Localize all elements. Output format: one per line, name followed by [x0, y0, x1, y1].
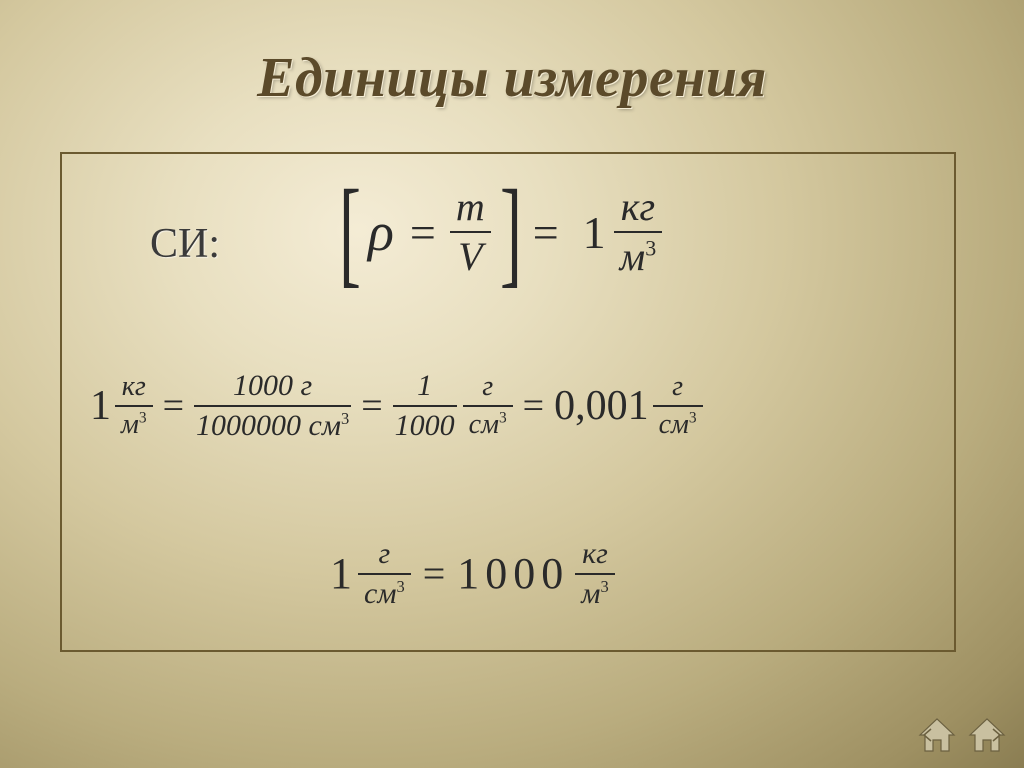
fraction-bar	[115, 405, 153, 407]
unit-base: см	[309, 409, 341, 442]
value: 1000000	[196, 409, 301, 442]
fraction-bar	[653, 405, 703, 407]
equals-sign: =	[163, 384, 184, 428]
fraction-g-cm3: г см3	[463, 372, 513, 439]
equation-inverse-conversion: 1 г см3 = 1000 кг м3	[330, 538, 615, 609]
fraction-bar	[575, 573, 614, 575]
denominator: 1000	[393, 410, 457, 442]
numerator: г	[373, 538, 397, 570]
coefficient: 0,001	[554, 382, 649, 430]
equals-sign: =	[361, 384, 382, 428]
denominator: см3	[358, 578, 411, 610]
equation-density-definition: [ ρ = m V ] = 1 кг м3	[330, 178, 662, 286]
numerator: кг	[615, 186, 661, 228]
unit-exponent: 3	[689, 409, 697, 426]
nav-forward-button[interactable]	[966, 716, 1008, 754]
si-label: СИ:	[150, 220, 220, 268]
fraction-kg-m3: кг м3	[575, 538, 614, 609]
unit-exponent: 3	[341, 409, 349, 428]
fraction-g-cm3: г см3	[358, 538, 411, 609]
fraction-m-over-v: m V	[450, 186, 491, 278]
denominator: м3	[575, 578, 614, 610]
numerator: г	[666, 372, 689, 401]
coefficient: 1	[330, 548, 352, 599]
equals-sign: =	[523, 384, 544, 428]
denominator: м3	[115, 410, 153, 439]
unit-base: м	[581, 577, 600, 610]
equals-sign: =	[423, 550, 446, 597]
denominator: см3	[463, 410, 513, 439]
denominator: V	[452, 236, 488, 278]
unit-exponent: 3	[139, 409, 147, 426]
fraction-kg-m3: кг м3	[614, 186, 663, 278]
fraction-bar	[463, 405, 513, 407]
unit-exponent: 3	[499, 409, 507, 426]
left-bracket: [	[339, 178, 361, 286]
unit-exponent: 3	[645, 236, 656, 261]
right-bracket: ]	[500, 178, 522, 286]
fraction-bar	[393, 405, 457, 407]
fraction-bar	[358, 573, 411, 575]
numerator: m	[450, 186, 491, 228]
symbol-rho: ρ	[368, 201, 394, 263]
coefficient: 1	[583, 206, 606, 259]
page-title: Единицы измерения	[0, 46, 1024, 110]
fraction-kg-m3: кг м3	[115, 372, 153, 439]
unit-base: м	[121, 409, 139, 440]
house-forward-icon	[966, 716, 1008, 754]
denominator: см3	[653, 410, 703, 439]
house-back-icon	[916, 716, 958, 754]
unit-exponent: 3	[600, 577, 608, 596]
fraction-1000g-1000000cm3: 1000 г 1000000 см3	[194, 370, 351, 441]
numerator: кг	[116, 372, 152, 401]
unit-base: см	[659, 409, 689, 440]
equation-conversion-chain: 1 кг м3 = 1000 г 1000000 см3 = 1 1000 г …	[90, 370, 703, 441]
fraction-g-cm3: г см3	[653, 372, 703, 439]
numerator: кг	[576, 538, 614, 570]
numerator: 1000 г	[231, 370, 314, 402]
unit-base: м	[620, 234, 646, 279]
fraction-bar	[450, 231, 491, 233]
equals-sign: =	[410, 206, 436, 259]
unit-base: см	[469, 409, 499, 440]
denominator: м3	[614, 236, 663, 278]
denominator: 1000000 см3	[194, 410, 351, 442]
fraction-1-1000: 1 1000	[393, 370, 457, 441]
equals-sign: =	[533, 206, 559, 259]
numerator: г	[476, 372, 499, 401]
coefficient: 1	[90, 382, 111, 430]
nav-back-button[interactable]	[916, 716, 958, 754]
fraction-bar	[614, 231, 663, 233]
coefficient: 1000	[457, 548, 569, 599]
numerator: 1	[415, 370, 434, 402]
fraction-bar	[194, 405, 351, 407]
unit-base: см	[364, 577, 396, 610]
unit-exponent: 3	[396, 577, 404, 596]
